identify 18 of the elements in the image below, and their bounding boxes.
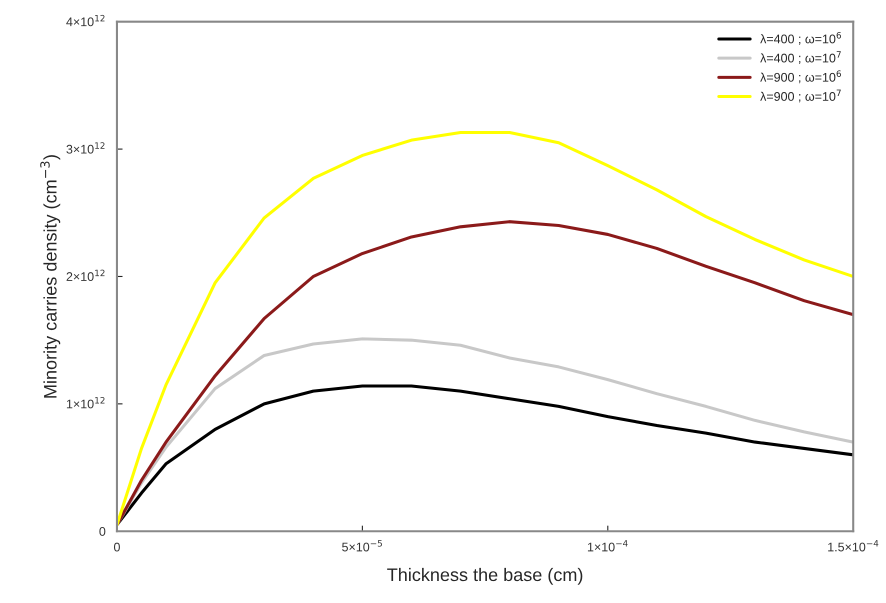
legend-label: λ=900 ; ω=10$^{7}$ [760,90,841,102]
line-series [116,131,854,526]
legend-label: λ=900 ; ω=10$^{6}$ [760,70,842,84]
x-tick-label: 5×10$^{−5}$ [342,540,382,552]
line-series [116,384,854,526]
x-axis-title: Thickness the base (cm) [387,568,582,585]
x-tick-label: 0 [114,542,120,552]
y-tick-label: 2×10$^{12}$ [66,270,104,282]
y-tick-label: 1×10$^{12}$ [66,397,104,408]
line-series [116,220,854,526]
legend-label: λ=400 ; ω=10$^{7}$ [760,51,841,64]
x-tick-label: 1.5×10$^{−4}$ [828,540,878,552]
y-tick-label: 3×10$^{12}$ [66,142,104,154]
x-tick-label: 1×10$^{−4}$ [588,540,628,552]
legend-label: λ=400 ; ω=10$^{6}$ [760,32,842,45]
y-axis-title: Minority carries density (cm$^{−3}$) [40,155,60,398]
y-tick-label: 0 [99,527,106,536]
y-tick-label: 4×10$^{12}$ [66,14,104,26]
